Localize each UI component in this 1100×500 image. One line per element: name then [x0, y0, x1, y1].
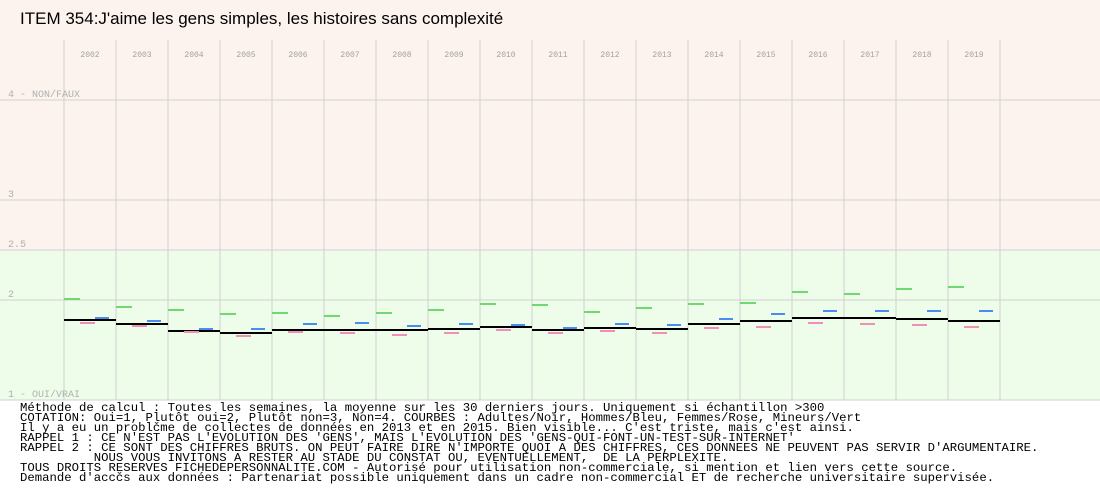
footnote: NOUS VOUS INVITONS A RESTER AU STADE DU …: [20, 451, 728, 465]
chart-title: ITEM 354:J'aime les gens simples, les hi…: [20, 9, 503, 28]
x-tick-label: 2005: [236, 51, 255, 60]
x-tick-label: 2007: [340, 51, 359, 60]
zone-no: [0, 0, 1100, 250]
x-tick-label: 2010: [496, 51, 515, 60]
x-tick-label: 2019: [964, 51, 983, 60]
footnote: Méthode de calcul : Toutes les semaines,…: [20, 401, 824, 415]
x-tick-label: 2018: [912, 51, 931, 60]
footnote: COTATION: Oui=1, Plutôt oui=2, Plutôt no…: [20, 411, 861, 425]
x-tick-label: 2006: [288, 51, 307, 60]
x-tick-label: 2008: [392, 51, 411, 60]
y-tick-label: 4 - NON/FAUX: [8, 89, 80, 101]
x-tick-label: 2017: [860, 51, 879, 60]
x-tick-label: 2011: [548, 51, 567, 60]
footnote: Il y a eu un problčme de collectes de do…: [20, 421, 854, 435]
x-tick-label: 2015: [756, 51, 775, 60]
y-tick-label: 2: [8, 290, 14, 301]
y-tick-label: 1 - OUI/VRAI: [8, 389, 80, 401]
x-tick-label: 2009: [444, 51, 463, 60]
footer-bg: [0, 400, 1100, 500]
x-tick-label: 2004: [184, 51, 203, 60]
x-tick-label: 2002: [80, 51, 99, 60]
footnote: TOUS DROITS RESERVES FICHEDEPERSONNALITE…: [20, 461, 957, 475]
y-tick-label: 2.5: [8, 240, 26, 251]
x-tick-label: 2003: [132, 51, 151, 60]
x-tick-label: 2012: [600, 51, 619, 60]
footnote: RAPPEL 1 : CE N'EST PAS L'EVOLUTION DES …: [20, 431, 795, 445]
footnote: RAPPEL 2 : CE SONT DES CHIFFRES BRUTS. O…: [20, 441, 1038, 455]
x-tick-label: 2014: [704, 51, 723, 60]
x-tick-label: 2013: [652, 51, 671, 60]
x-tick-label: 2016: [808, 51, 827, 60]
footnote: Demande d'accčs aux données : Partenaria…: [20, 471, 994, 485]
y-tick-label: 3: [8, 190, 14, 201]
